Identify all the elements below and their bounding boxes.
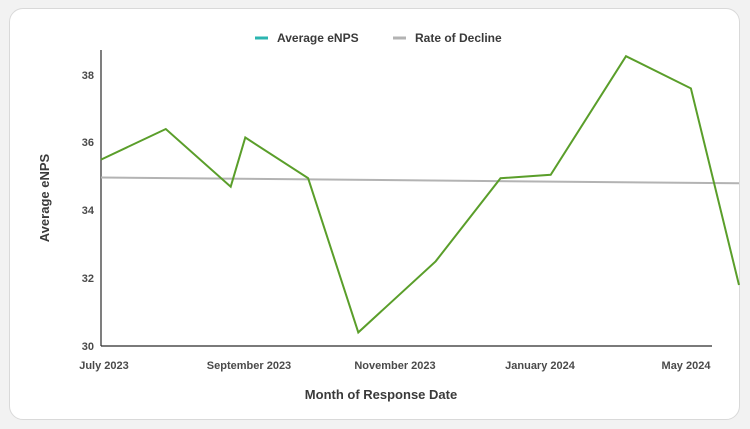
series-line-average-enps [100,54,740,335]
y-tick-label: 38 [82,70,94,82]
chart-card [9,8,740,420]
legend: Average eNPS Rate of Decline [255,31,502,45]
x-tick-label: January 2024 [505,360,576,372]
x-tick-label: November 2023 [354,360,435,372]
legend-label-rate-of-decline: Rate of Decline [415,31,502,45]
x-tick-label: May 2024 [662,360,712,372]
series-layer [100,54,740,335]
y-tick-label: 30 [82,341,94,353]
x-tick-label: July 2023 [79,360,129,372]
series-line-rate-of-decline [100,176,740,185]
x-tick-label: September 2023 [207,360,291,372]
y-tick-label: 36 [82,137,94,149]
x-axis-title: Month of Response Date [305,387,457,402]
y-axis-title: Average eNPS [37,153,52,242]
legend-label-average-enps: Average eNPS [277,31,359,45]
y-tick-label: 32 [82,273,94,285]
y-tick-label: 34 [82,205,95,217]
